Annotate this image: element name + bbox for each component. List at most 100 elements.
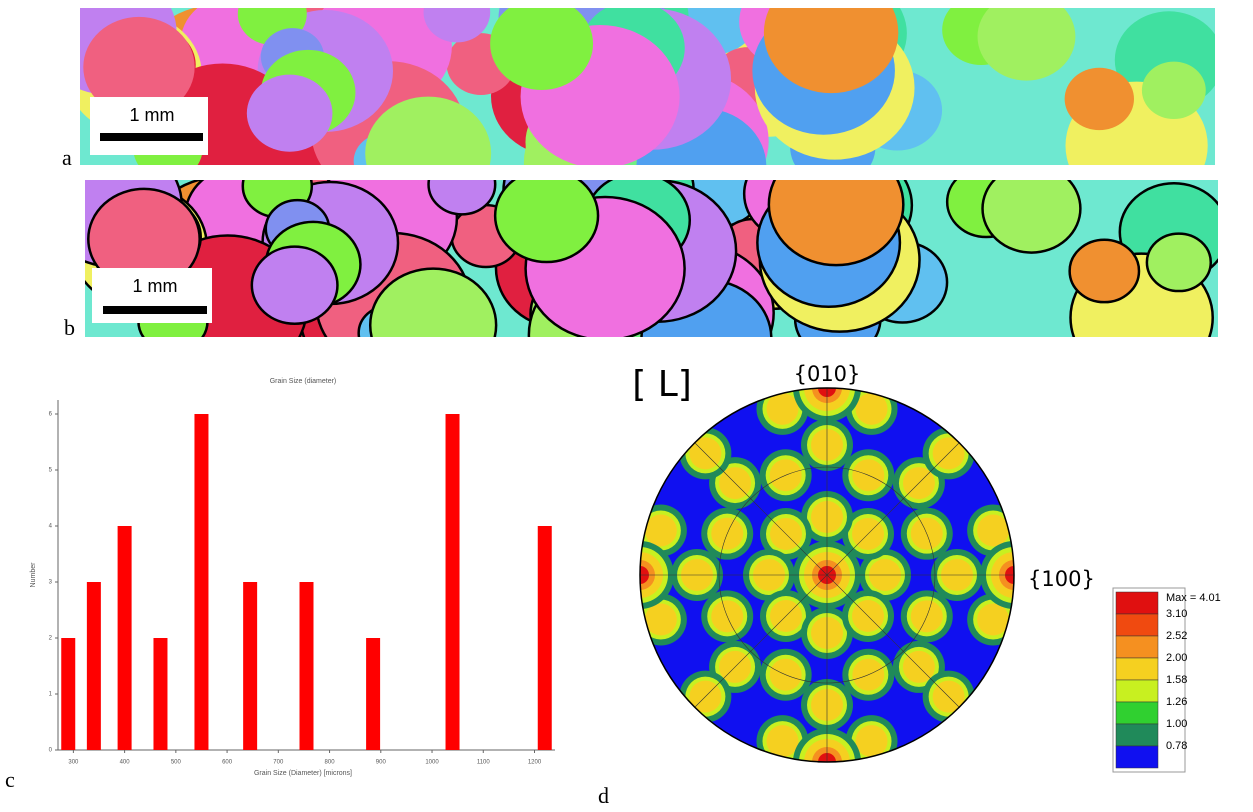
x-tick-label: 1200 [528, 760, 542, 766]
grain [977, 8, 1076, 81]
bar [61, 638, 76, 750]
y-axis-label: Number [30, 562, 37, 588]
bar [86, 582, 101, 750]
legend-swatch [1115, 723, 1159, 747]
legend-label: 2.00 [1166, 652, 1187, 664]
panel-label: a [62, 145, 72, 170]
contour [644, 514, 677, 547]
grain [250, 245, 339, 325]
scale-bar [100, 133, 203, 141]
legend-swatch [1115, 657, 1159, 681]
bar [445, 414, 460, 750]
x-tick-label: 500 [171, 760, 182, 766]
contour [855, 392, 888, 425]
y-tick-label: 5 [49, 468, 53, 474]
grain [423, 8, 491, 43]
grain [1068, 238, 1141, 304]
contour [818, 388, 836, 397]
grain [83, 16, 195, 118]
grain [767, 180, 905, 267]
contour [644, 603, 677, 636]
panel-label: b [64, 315, 75, 340]
scale-bar [103, 306, 207, 314]
contour [991, 552, 1014, 598]
great-circle [718, 466, 936, 684]
legend-label: 1.58 [1166, 674, 1187, 686]
legend-swatch [1115, 613, 1159, 637]
contour [977, 603, 1010, 636]
legend-swatch [1115, 701, 1159, 725]
contour [818, 753, 836, 762]
pole-figure [639, 387, 1015, 763]
y-tick-label: 2 [49, 636, 53, 642]
contour [855, 725, 888, 758]
bar [366, 638, 381, 750]
legend-label: 1.26 [1166, 696, 1187, 708]
ebsd-map-b [85, 180, 1218, 337]
grain [493, 180, 600, 264]
legend-swatch [1115, 591, 1159, 615]
grain [1141, 61, 1206, 120]
bar [299, 582, 314, 750]
contour [1005, 566, 1014, 584]
contour [804, 739, 850, 762]
y-tick-label: 3 [49, 580, 53, 586]
contour [812, 388, 842, 403]
direction-label: [ L] [632, 364, 692, 405]
bar [537, 526, 552, 750]
x-tick-label: 1100 [477, 760, 491, 766]
legend-label: 2.52 [1166, 630, 1187, 642]
histogram: Grain Size (diameter) Grain Size (Diamete… [30, 378, 555, 777]
pole-label: {100} [1028, 567, 1095, 591]
contour [766, 725, 799, 758]
contour [812, 747, 842, 762]
grain [981, 180, 1082, 254]
scale-bar-label: 1 mm [130, 105, 175, 125]
y-tick-label: 1 [49, 692, 53, 698]
grain [246, 74, 333, 152]
ebsd-map-a [80, 8, 1215, 165]
grain [365, 96, 492, 165]
legend-label: 0.78 [1166, 740, 1187, 752]
chart-title: Grain Size (diameter) [270, 378, 337, 385]
bar [153, 638, 168, 750]
contour [804, 388, 850, 411]
x-tick-label: 1000 [425, 760, 439, 766]
legend-label: Max = 4.01 [1166, 592, 1221, 604]
pole-contours [640, 388, 1014, 762]
legend-swatch [1115, 635, 1159, 659]
scale-box [90, 97, 208, 155]
great-circle [694, 442, 960, 708]
grain [1064, 67, 1134, 131]
bar [194, 414, 209, 750]
x-tick-label: 700 [273, 760, 284, 766]
pole-outline [639, 387, 1015, 763]
bar [243, 582, 258, 750]
grain [427, 180, 497, 216]
grain [763, 8, 899, 94]
contour [640, 560, 655, 590]
contour [977, 514, 1010, 547]
bar [117, 526, 132, 750]
y-tick-label: 6 [49, 412, 53, 418]
scale-bar-label: 1 mm [133, 276, 178, 296]
legend: Max = 4.01 3.10 2.52 2.00 1.58 1.26 1.00 0.78 [1115, 591, 1221, 769]
contour [640, 552, 663, 598]
panel-label: c [5, 767, 15, 792]
legend-label: 3.10 [1166, 608, 1187, 620]
x-axis-label: Grain Size (Diameter) [microns] [254, 770, 352, 777]
x-tick-label: 600 [222, 760, 233, 766]
grain [368, 267, 498, 337]
grain [1145, 232, 1213, 293]
legend-swatch [1115, 679, 1159, 703]
contour [766, 392, 799, 425]
legend-label: 1.00 [1166, 718, 1187, 730]
y-tick-label: 4 [49, 524, 53, 530]
x-tick-label: 300 [68, 760, 79, 766]
x-tick-label: 900 [376, 760, 387, 766]
x-tick-label: 400 [120, 760, 131, 766]
panel-label: d [598, 783, 609, 807]
pole-label: {010} [794, 362, 861, 386]
y-tick-label: 0 [49, 748, 53, 754]
